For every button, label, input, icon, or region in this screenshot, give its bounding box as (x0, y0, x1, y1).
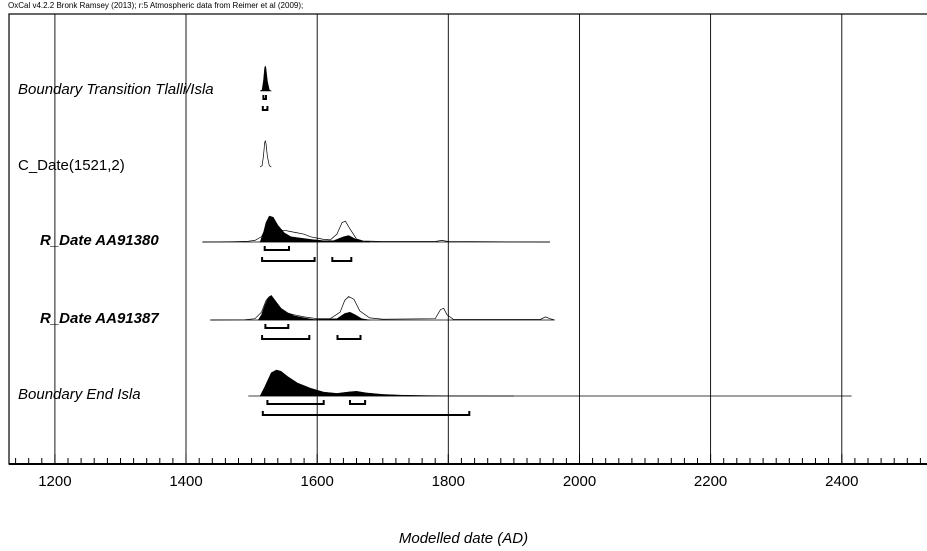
row-label: Boundary End Isla (18, 386, 141, 403)
row-label: C_Date(1521,2) (18, 157, 125, 174)
row-label: R_Date AA91387 (40, 310, 159, 327)
posterior-distribution (257, 294, 370, 321)
hpd-range-bracket (261, 257, 316, 262)
row-label: Boundary Transition Tlalli/Isla (18, 81, 214, 98)
hpd-range-bracket (261, 335, 311, 340)
hpd-range-bracket (331, 257, 353, 262)
hpd-range-bracket (263, 246, 290, 251)
x-tick-label: 2200 (694, 473, 727, 490)
hpd-range-bracket (261, 411, 471, 416)
hpd-range-bracket (336, 335, 362, 340)
hpd-range-bracket (264, 324, 290, 329)
hpd-range-bracket (262, 95, 267, 100)
x-tick-label: 2400 (825, 473, 858, 490)
prior-distribution (202, 220, 551, 243)
posterior-distribution (259, 65, 273, 92)
x-tick-label: 1800 (432, 473, 465, 490)
hpd-range-bracket (349, 400, 367, 405)
posterior-distribution (259, 369, 514, 397)
oxcal-version-header: OxCal v4.2.2 Bronk Ramsey (2013); r:5 At… (8, 1, 304, 10)
hpd-range-bracket (266, 400, 325, 405)
row-label: R_Date AA91380 (40, 232, 159, 249)
posterior-distribution (259, 215, 370, 243)
hpd-range-bracket (261, 106, 269, 111)
x-tick-label: 1400 (169, 473, 202, 490)
x-tick-label: 2000 (563, 473, 596, 490)
x-tick-label: 1200 (38, 473, 71, 490)
prior-distribution (259, 140, 272, 168)
x-axis-label: Modelled date (AD) (398, 530, 529, 547)
x-tick-label: 1600 (301, 473, 334, 490)
